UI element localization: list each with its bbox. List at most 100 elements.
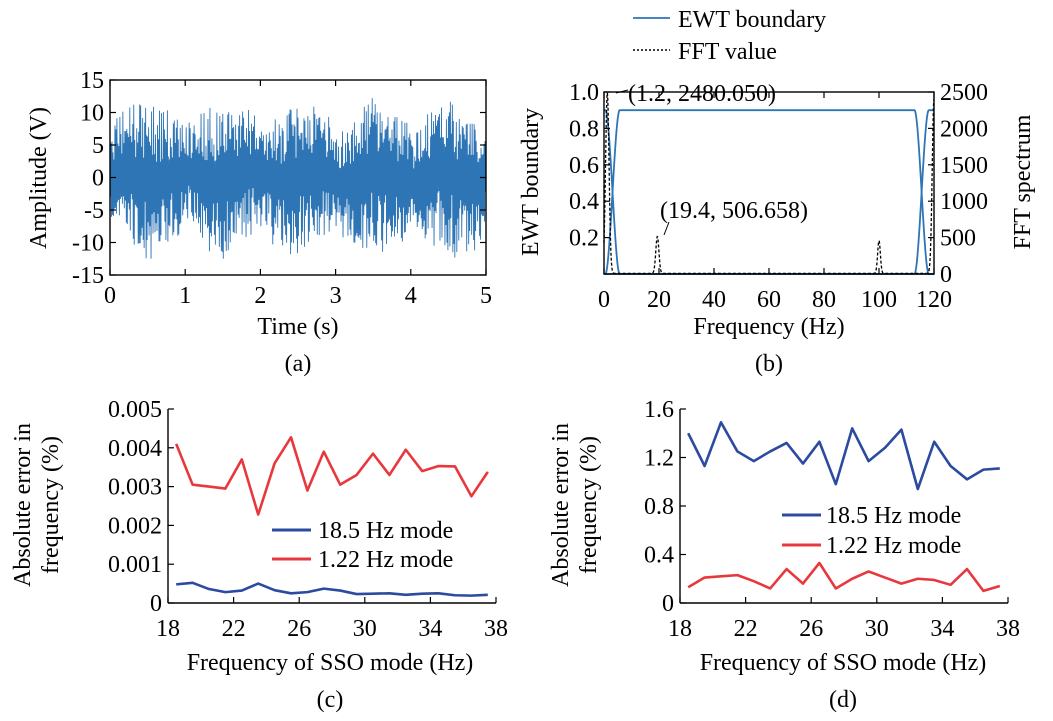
series-line-18-5-hz-mode <box>687 421 1000 491</box>
series-line-18-5-hz-mode <box>176 581 488 597</box>
y2-tick-label: 1000 <box>940 189 988 215</box>
legend-label-18-5-hz-mode: 18.5 Hz mode <box>826 503 961 529</box>
x-tick-label: 3 <box>330 283 342 309</box>
x-tick-label: 5 <box>480 283 492 309</box>
x-tick-label: 38 <box>996 616 1020 642</box>
panel-d-error-high: 18 22 26 30 34 38 0 0.4 0.8 1.2 1.6 18.5 Hz mode 1… <box>548 397 1020 713</box>
legend: 18.5 Hz mode 1.22 Hz mode <box>782 503 961 559</box>
series-line-fft-value <box>603 92 935 275</box>
y-tick-label: 0.003 <box>108 475 162 501</box>
x-tick-label: 34 <box>930 616 954 642</box>
y-tick-label: 0.002 <box>108 513 162 539</box>
y-tick-label: 1.2 <box>644 446 674 472</box>
legend-label-ewt-boundary: EWT boundary <box>678 7 826 33</box>
y-tick-label: 1.6 <box>644 397 674 423</box>
y2-tick-label: 1500 <box>940 153 988 179</box>
legend-label-1-22-hz-mode: 1.22 Hz mode <box>318 547 453 573</box>
x-tick-label: 30 <box>865 616 889 642</box>
x-tick-label: 1 <box>179 283 191 309</box>
y-tick-label: 0 <box>92 166 104 192</box>
y-tick-label: 0.4 <box>644 543 674 569</box>
annotation-peak-1: (1.2, 2480.050) <box>628 81 776 107</box>
x-tick-label: 18 <box>156 616 180 642</box>
x-axis-label: Frequency of SSO mode (Hz) <box>187 650 474 676</box>
y2-tick-label: 500 <box>940 226 976 252</box>
y-axis-label-line-1: Absolute error in <box>548 423 574 587</box>
y-axis-label: Amplitude (V) <box>26 107 52 249</box>
annotation-leader-peak-2 <box>663 221 670 236</box>
axis-ticks: 0 1 2 3 4 5 -15 -10 -5 0 5 10 15 <box>72 68 492 309</box>
x-tick-label: 60 <box>757 287 781 313</box>
y-axis-label: EWT boundary <box>518 108 544 256</box>
annotations: (1.2, 2480.050) (19.4, 506.658) <box>615 81 808 236</box>
y2-axis-label: FFT spectrum <box>1010 114 1036 249</box>
panel-label: (b) <box>755 351 783 377</box>
x-tick-label: 38 <box>484 616 508 642</box>
x-tick-label: 18 <box>668 616 692 642</box>
x-tick-label: 0 <box>104 283 116 309</box>
legend: 18.5 Hz mode 1.22 Hz mode <box>272 518 453 573</box>
y-tick-label: -10 <box>72 231 104 257</box>
series-line-signal <box>109 98 487 259</box>
y-tick-label: 0.2 <box>569 226 599 252</box>
axes-frame <box>603 91 935 275</box>
annotation-peak-2: (19.4, 506.658) <box>660 198 808 224</box>
series-line-ewt-boundary-low <box>604 109 934 275</box>
y2-tick-label: 2000 <box>940 116 988 142</box>
x-tick-label: 100 <box>861 287 897 313</box>
panel-a-signal: 0 1 2 3 4 5 -15 -10 -5 0 5 10 15 Time (s) Amplitude … <box>26 68 492 377</box>
axis-ticks: 18 22 26 30 34 38 0 0.001 0.002 0.003 0.004 0.005 <box>108 397 508 642</box>
y-tick-label: 0 <box>662 591 674 617</box>
x-tick-label: 80 <box>812 287 836 313</box>
series-line-1-22-hz-mode <box>687 561 1001 593</box>
plot-area <box>109 98 487 259</box>
panel-label: (d) <box>829 687 857 713</box>
series-line-ewt-boundary-mid <box>604 109 934 275</box>
y-axis-label-line-2: frequency (%) <box>576 436 602 574</box>
panel-c-error-low: 18 22 26 30 34 38 0 0.001 0.002 0.003 0.004 0.005 1… <box>10 397 508 713</box>
axis-ticks: 0 20 40 60 80 100 120 0.2 0.4 0.6 0.8 1.0 0 500 1000 15… <box>569 80 988 313</box>
plot-area <box>687 421 1001 593</box>
y-tick-label: -15 <box>72 263 104 289</box>
axis-ticks: 18 22 26 30 34 38 0 0.4 0.8 1.2 1.6 <box>644 397 1020 642</box>
x-tick-label: 26 <box>799 616 823 642</box>
y-tick-label: 5 <box>92 133 104 159</box>
x-axis-label: Frequency of SSO mode (Hz) <box>700 650 987 676</box>
panel-b-ewt-spectrum: EWT boundary FFT value 0 20 40 60 80 100 120 0.… <box>518 7 1036 377</box>
y-tick-label: 0.005 <box>108 397 162 423</box>
plot-area <box>603 92 935 275</box>
x-tick-label: 34 <box>418 616 442 642</box>
x-tick-label: 26 <box>287 616 311 642</box>
y2-tick-label: 2500 <box>940 80 988 106</box>
x-tick-label: 20 <box>647 287 671 313</box>
y-tick-label: 0.4 <box>569 189 599 215</box>
x-tick-label: 4 <box>405 283 417 309</box>
y-tick-label: 1.0 <box>569 80 599 106</box>
y-tick-label: 0.004 <box>108 436 162 462</box>
x-tick-label: 22 <box>222 616 246 642</box>
y-tick-label: 0 <box>150 591 162 617</box>
y-tick-label: 0.8 <box>644 494 674 520</box>
x-tick-label: 22 <box>734 616 758 642</box>
legend-label-18-5-hz-mode: 18.5 Hz mode <box>318 518 453 544</box>
x-tick-label: 120 <box>916 287 952 313</box>
annotation-leader-peak-1 <box>615 89 629 94</box>
y-tick-label: 0.8 <box>569 116 599 142</box>
panel-label: (a) <box>285 351 312 377</box>
x-tick-label: 0 <box>598 287 610 313</box>
y-tick-label: 0.6 <box>569 153 599 179</box>
y-tick-label: -5 <box>84 198 104 224</box>
plot-area <box>174 436 489 597</box>
y-axis-label-line-1: Absolute error in <box>10 423 36 587</box>
panel-label: (c) <box>317 687 344 713</box>
y-tick-label: 15 <box>80 68 104 94</box>
x-tick-label: 2 <box>254 283 266 309</box>
legend-label-fft-value: FFT value <box>678 39 777 65</box>
legend-label-1-22-hz-mode: 1.22 Hz mode <box>826 533 961 559</box>
y-axis-label-line-2: frequency (%) <box>38 436 64 574</box>
series-line-1-22-hz-mode <box>174 436 489 516</box>
x-tick-label: 30 <box>353 616 377 642</box>
legend: EWT boundary FFT value <box>633 7 826 65</box>
y-tick-label: 10 <box>80 101 104 127</box>
x-axis-label: Time (s) <box>257 314 338 340</box>
